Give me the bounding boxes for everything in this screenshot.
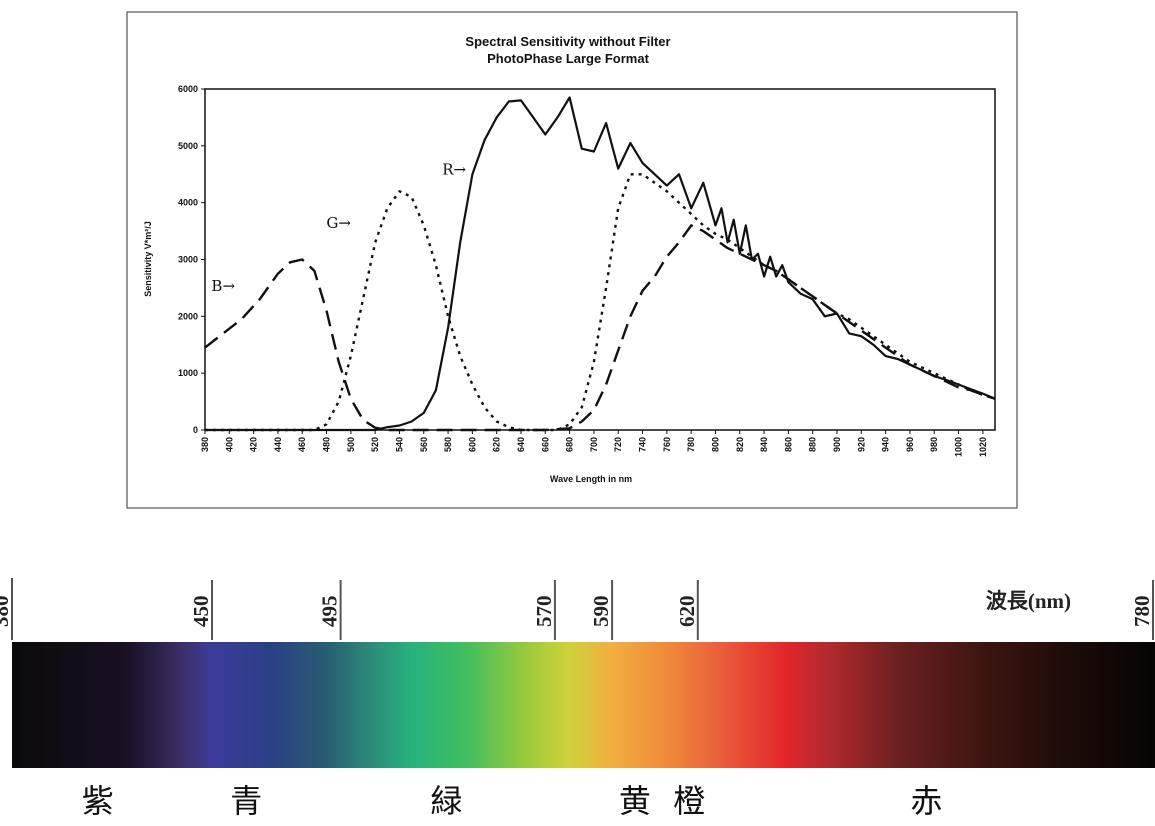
- x-tick-label: 1020: [978, 437, 988, 457]
- series-b-label: B→: [211, 277, 235, 295]
- x-tick-label: 900: [832, 437, 842, 452]
- x-tick-label: 840: [759, 437, 769, 452]
- y-tick-label: 5000: [178, 141, 198, 151]
- x-tick-label: 960: [905, 437, 915, 452]
- x-tick-label: 640: [516, 437, 526, 452]
- x-tick-label: 680: [565, 437, 575, 452]
- series-g-label: G→: [326, 214, 351, 232]
- x-tick-label: 800: [710, 437, 720, 452]
- color-name: 赤: [910, 782, 942, 820]
- series-r-line: [205, 96, 996, 432]
- x-tick-label: 760: [662, 437, 672, 452]
- color-name: 橙: [673, 782, 705, 820]
- wavelength-tick-label: 495: [318, 596, 342, 628]
- x-tick-label: 560: [419, 437, 429, 452]
- x-tick-label: 980: [929, 437, 939, 452]
- y-tick-label: 1000: [178, 368, 198, 378]
- x-tick-label: 460: [297, 437, 307, 452]
- series-layer: [204, 96, 996, 432]
- color-name: 緑: [430, 782, 462, 820]
- wavelength-tick-label: 450: [189, 596, 213, 628]
- x-tick-label: 540: [394, 437, 404, 452]
- x-tick-label: 740: [638, 437, 648, 452]
- color-names: 紫 青 緑 黄橙 赤: [82, 782, 943, 820]
- x-tick-label: 920: [856, 437, 866, 452]
- x-tick-label: 1000: [954, 437, 964, 457]
- y-tick-label: 0: [193, 425, 198, 435]
- wavelength-tick-label: 590: [589, 596, 613, 628]
- color-name: 黄: [619, 782, 651, 820]
- y-tick-label: 6000: [178, 84, 198, 94]
- x-tick-label: 520: [370, 437, 380, 452]
- plot-area: [204, 88, 996, 431]
- chart-title: Spectral Sensitivity without Filter: [465, 34, 670, 49]
- x-axis-label: Wave Length in nm: [550, 474, 632, 484]
- x-tick-label: 860: [783, 437, 793, 452]
- wavelength-tick-label: 380: [0, 596, 13, 628]
- spectrum-band: [12, 642, 1155, 768]
- color-name: 紫: [82, 782, 114, 820]
- x-tick-label: 440: [273, 437, 283, 452]
- color-name: 青: [230, 782, 262, 820]
- sensitivity-chart: Spectral Sensitivity without Filter Phot…: [126, 11, 1018, 509]
- x-tick-label: 820: [735, 437, 745, 452]
- x-tick-label: 940: [881, 437, 891, 452]
- x-tick-label: 700: [589, 437, 599, 452]
- chart-subtitle: PhotoPhase Large Format: [487, 51, 649, 66]
- x-tick-label: 580: [443, 437, 453, 452]
- series-labels: B→ G→ R→: [211, 160, 466, 295]
- x-tick-label: 380: [200, 437, 210, 452]
- wavelength-tick-label: 570: [532, 596, 556, 628]
- x-tick-label: 660: [540, 437, 550, 452]
- wavelength-tick-label: 620: [675, 596, 699, 628]
- series-b-line: [204, 224, 996, 432]
- x-tick-label: 500: [346, 437, 356, 452]
- y-axis-label: Sensitivity V*m²/J: [143, 221, 153, 297]
- y-tick-label: 2000: [178, 311, 198, 321]
- x-tick-label: 420: [249, 437, 259, 452]
- wavelength-scale: 380 450 495 570 590 620 780: [0, 578, 1154, 640]
- x-tick-label: 720: [613, 437, 623, 452]
- series-r-label: R→: [442, 160, 466, 178]
- y-tick-label: 3000: [178, 255, 198, 265]
- x-tick-label: 600: [467, 437, 477, 452]
- wavelength-tick-label: 780: [1130, 596, 1154, 628]
- x-tick-label: 880: [808, 437, 818, 452]
- x-tick-label: 480: [322, 437, 332, 452]
- wavelength-unit-label: 波長(nm): [986, 589, 1071, 613]
- visible-spectrum: 380 450 495 570 590 620 780 波長(nm) 紫 青 緑 黄橙 赤: [0, 578, 1155, 820]
- y-axis: 0 1000 2000 3000 4000 5000 6000: [178, 84, 205, 435]
- chart-frame: [126, 11, 1018, 509]
- x-tick-label: 400: [224, 437, 234, 452]
- y-tick-label: 4000: [178, 198, 198, 208]
- x-tick-label: 780: [686, 437, 696, 452]
- x-tick-label: 620: [492, 437, 502, 452]
